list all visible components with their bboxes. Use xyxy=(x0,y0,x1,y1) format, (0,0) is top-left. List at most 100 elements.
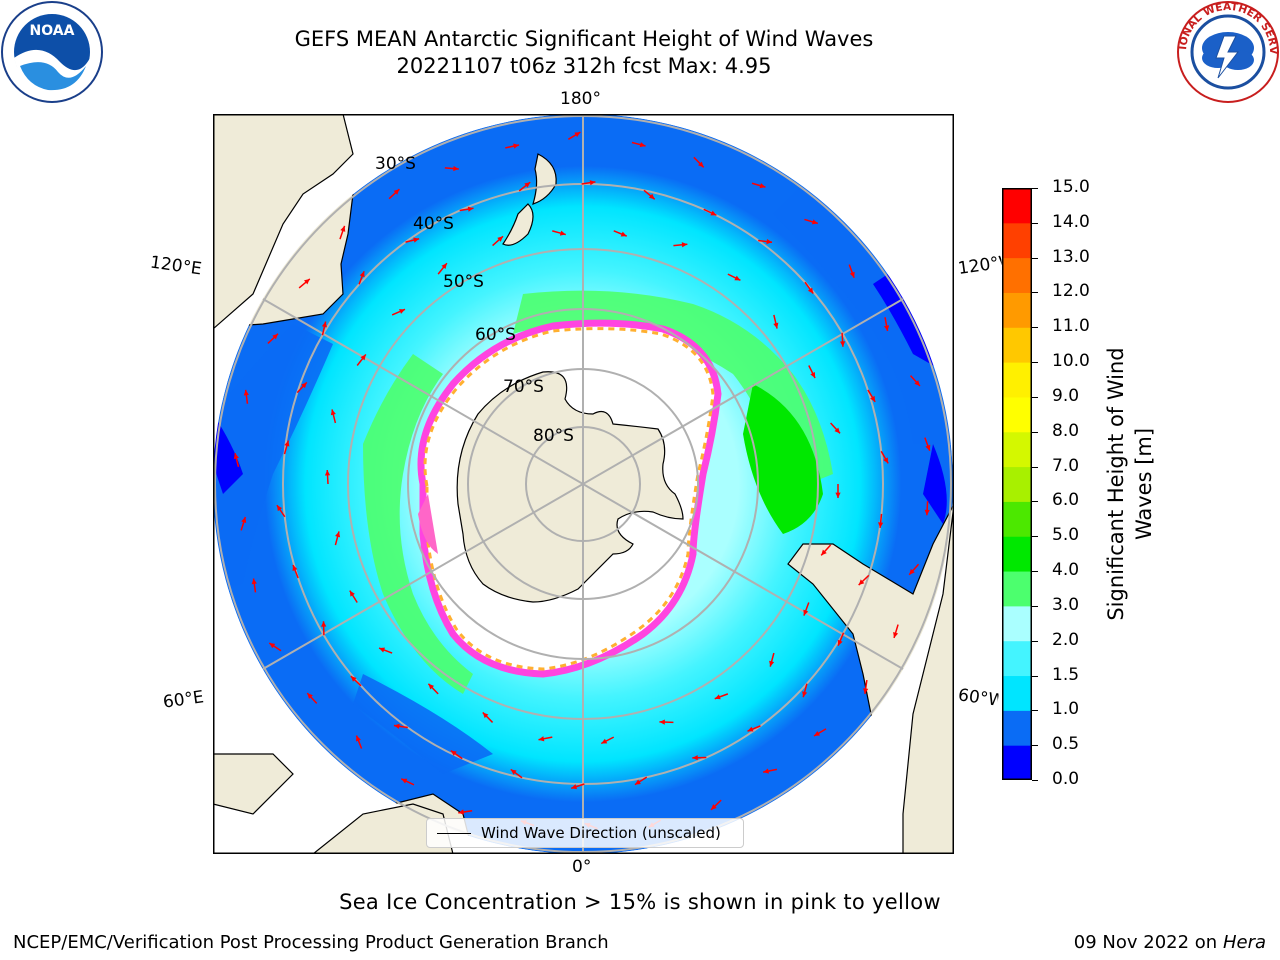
wave-arrow-head xyxy=(413,237,420,243)
wave-arrow-head xyxy=(393,723,400,729)
colorbar-tick-mark xyxy=(1032,327,1038,329)
colorbar-tick-mark xyxy=(1032,536,1038,538)
wave-arrow-head xyxy=(698,161,704,168)
wave-arrow-head xyxy=(269,643,276,649)
wave-arrow-head xyxy=(453,165,459,172)
nws-logo: NATIONAL WEATHER SERVICE xyxy=(1176,0,1279,103)
colorbar-band xyxy=(1002,257,1032,293)
lat-label-40s: 40°S xyxy=(413,214,454,234)
wave-arrow-head xyxy=(251,578,257,585)
wave-arrow-head xyxy=(884,325,890,332)
wave-arrow-head xyxy=(773,322,779,329)
wave-arrow-head xyxy=(379,647,386,653)
wave-arrow-head xyxy=(863,688,869,694)
wave-arrow-head xyxy=(538,736,545,742)
colorbar-band xyxy=(1002,396,1032,433)
wave-arrow-head xyxy=(813,731,820,737)
graticule xyxy=(214,114,952,854)
wave-arrow-head xyxy=(769,660,775,667)
lon-label-180: 180° xyxy=(560,89,601,109)
colorbar-tick-label: 1.0 xyxy=(1052,699,1080,720)
wave-arrow-head xyxy=(241,517,247,523)
colorbar-tick-label: 8.0 xyxy=(1052,420,1080,441)
wave-arrow-head xyxy=(349,590,355,597)
colorbar-band xyxy=(1002,222,1032,259)
wave-arrow-head xyxy=(639,142,646,148)
sea-ice-edge xyxy=(417,319,722,678)
lat-label-80s: 80°S xyxy=(533,426,574,446)
footer-date-text: 09 Nov 2022 on xyxy=(1073,932,1218,953)
wave-arrow-head xyxy=(681,242,688,248)
lon-label-0: 0° xyxy=(572,857,592,877)
wave-arrow-head xyxy=(802,691,808,698)
wave-arrow-head xyxy=(482,712,489,719)
antarctica-landmass xyxy=(456,371,684,603)
wave-arrow-head xyxy=(428,683,435,690)
colorbar-tick-label: 0.0 xyxy=(1052,769,1080,789)
colorbar-tick-mark xyxy=(1032,710,1038,712)
colorbar-tick-label: 3.0 xyxy=(1052,594,1080,615)
colorbar-tick-label: 11.0 xyxy=(1052,316,1090,337)
colorbar-band xyxy=(1002,501,1032,537)
map-border xyxy=(213,114,954,854)
wave-arrow-head xyxy=(360,354,366,361)
wave-arrow-head xyxy=(340,225,346,232)
colorbar-tick-mark xyxy=(1032,571,1038,573)
wave-arrow-head xyxy=(620,231,627,237)
wave-arrow-head xyxy=(359,271,365,278)
colorbar-tick-mark xyxy=(1032,257,1038,259)
wave-arrow-head xyxy=(330,409,336,416)
lat-label-70s: 70°S xyxy=(503,377,544,397)
noaa-logo-text: NOAA xyxy=(30,23,75,39)
colorbar-band xyxy=(1002,431,1032,468)
wave-arrow-head xyxy=(321,621,327,627)
colorbar-tick-label: 13.0 xyxy=(1052,246,1090,267)
wave-arrow-head xyxy=(747,726,754,732)
colorbar-band xyxy=(1002,710,1032,746)
lon-label-120w: 120°W xyxy=(956,253,1004,279)
colorbar-band xyxy=(1002,292,1032,328)
lat-label-50s: 50°S xyxy=(443,272,484,292)
colorbar-band xyxy=(1002,188,1032,224)
wave-arrow-head xyxy=(914,380,920,386)
colorbar-tick-mark xyxy=(1032,396,1038,398)
colorbar-tick-label: 1.5 xyxy=(1052,664,1080,685)
colorbar-band xyxy=(1002,605,1032,642)
legend-label: Wind Wave Direction (unscaled) xyxy=(481,824,721,842)
colorbar-tick-label: 6.0 xyxy=(1052,490,1080,511)
wave-arrow-head xyxy=(634,779,641,785)
wave-arrow-head xyxy=(734,275,741,281)
colorbar-band xyxy=(1002,745,1032,780)
colorbar-title-line1: Significant Height of Wind xyxy=(1104,347,1128,621)
colorbar-tick-mark xyxy=(1032,745,1038,747)
colorbar-tick-mark xyxy=(1032,188,1038,189)
colorbar-tick-label: 14.0 xyxy=(1052,211,1090,232)
colorbar-band xyxy=(1002,640,1032,677)
colorbar-tick-mark xyxy=(1032,466,1038,468)
colorbar-tick-label: 7.0 xyxy=(1052,455,1080,476)
sea-ice-note: Sea Ice Concentration > 15% is shown in … xyxy=(339,890,941,914)
wave-arrow-head xyxy=(925,444,931,451)
wave-arrow-head xyxy=(870,395,876,402)
wave-arrow-head xyxy=(303,278,310,285)
wave-arrow-head xyxy=(243,389,249,396)
wave-arrow-head xyxy=(878,522,884,528)
new-zealand-landmass xyxy=(532,153,557,205)
wave-arrow-head xyxy=(648,193,655,200)
colorbar-band xyxy=(1002,536,1032,572)
wave-arrow-head xyxy=(292,565,298,571)
wave-arrow-head xyxy=(356,735,361,742)
wave-direction-arrows xyxy=(233,131,931,830)
wave-height-map: 30°S 40°S 50°S 60°S 70°S 80°S xyxy=(213,114,954,854)
lat-label-30s: 30°S xyxy=(375,154,416,174)
lat-label-60s: 60°S xyxy=(475,325,516,345)
wave-arrow-head xyxy=(335,531,341,538)
wave-arrow-head xyxy=(524,182,531,188)
wave-arrow-head xyxy=(441,263,447,270)
colorbar-tick-label: 2.0 xyxy=(1052,629,1080,650)
wave-arrow-head xyxy=(458,809,465,815)
wave-band-4m xyxy=(743,384,823,534)
colorbar-tick-mark xyxy=(1032,501,1038,503)
colorbar-title-line2: Waves [m] xyxy=(1132,427,1156,541)
lon-label-120e: 120°E xyxy=(148,252,203,280)
